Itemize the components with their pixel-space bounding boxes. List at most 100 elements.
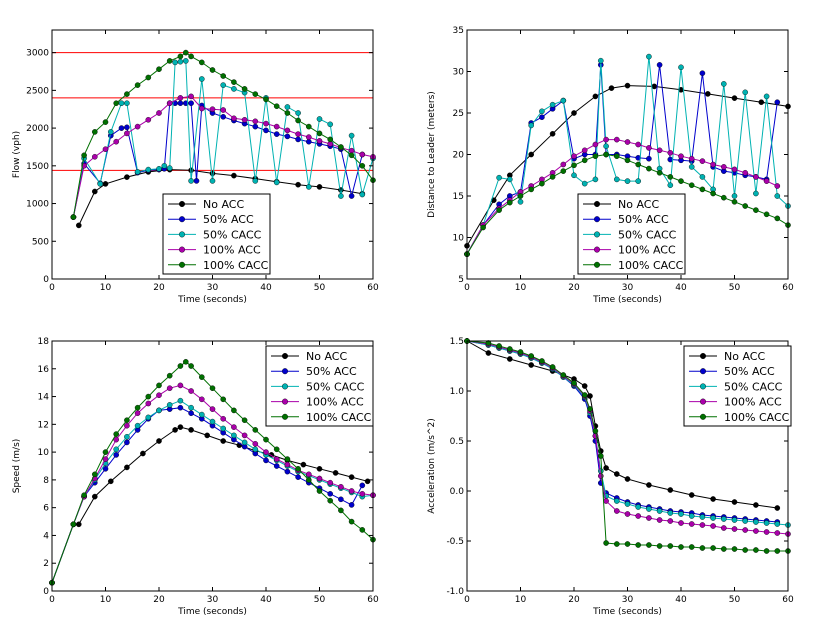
data-point [571, 110, 577, 116]
data-point [124, 439, 130, 446]
data-point [102, 119, 109, 125]
data-point [348, 132, 355, 139]
data-point [113, 446, 119, 453]
data-point [528, 353, 535, 359]
x-tick-label: 50 [314, 283, 326, 293]
data-point [603, 540, 609, 546]
series-line [466, 340, 778, 509]
data-point [742, 527, 749, 533]
data-point [635, 161, 642, 168]
data-point [209, 406, 216, 412]
data-point [742, 89, 749, 96]
data-point [763, 520, 770, 526]
data-point [252, 440, 259, 447]
data-point [327, 121, 334, 128]
data-point [295, 465, 301, 472]
data-point [753, 207, 759, 213]
data-point [624, 501, 631, 507]
data-point [305, 477, 312, 483]
data-point [763, 93, 770, 100]
data-point [92, 129, 98, 135]
data-point [156, 110, 162, 116]
data-point [774, 99, 781, 105]
data-point [204, 432, 210, 439]
x-tick-label: 20 [568, 595, 580, 605]
data-point [108, 478, 114, 485]
legend: No ACC 50% ACC 50% CACC 100% ACC 100% CACC [577, 193, 686, 275]
data-point [316, 465, 323, 472]
x-tick-label: 10 [100, 595, 112, 605]
data-point [705, 91, 711, 97]
legend-label: 100% ACC [724, 396, 782, 409]
data-point [592, 93, 599, 100]
data-point [177, 382, 184, 389]
data-point [364, 478, 371, 485]
y-tick-label: 18 [38, 337, 50, 347]
data-point [742, 203, 749, 209]
y-tick-label: -0.5 [446, 537, 464, 547]
data-point [539, 108, 545, 115]
data-point [581, 383, 588, 389]
data-point [327, 479, 334, 486]
data-point [252, 446, 259, 453]
data-point [614, 498, 620, 504]
data-point [241, 117, 248, 123]
data-point [678, 153, 684, 159]
data-point [166, 385, 173, 392]
data-point [263, 436, 269, 443]
legend-label: 50% ACC [724, 365, 775, 378]
chart-panel-2: 0 10 20 30 40 50 60 5 10 15 20 25 30 35 Time (seconds)… [427, 26, 794, 305]
data-point [348, 152, 355, 159]
y-axis-label: Speed (m/s) [12, 439, 22, 494]
data-point [763, 178, 770, 184]
data-point [635, 513, 642, 519]
data-point [646, 53, 652, 60]
data-point [188, 388, 194, 394]
data-point [485, 350, 492, 356]
data-point [273, 103, 280, 109]
data-point [97, 181, 103, 187]
data-point [710, 496, 716, 502]
data-point [646, 506, 652, 512]
data-point [359, 162, 366, 169]
data-point [327, 490, 334, 497]
x-tick-label: 60 [782, 595, 794, 605]
legend-swatch-marker [178, 261, 185, 268]
y-tick-label: 10 [38, 448, 50, 458]
data-point [166, 402, 173, 408]
data-point [742, 169, 749, 176]
data-point [603, 498, 609, 504]
data-point [614, 153, 620, 159]
data-point [156, 165, 162, 172]
data-point [678, 544, 684, 550]
data-point [528, 362, 535, 368]
data-point [624, 511, 631, 517]
data-point [710, 545, 716, 551]
data-point [198, 396, 205, 403]
data-point [549, 101, 556, 108]
data-point [549, 130, 556, 137]
data-point [731, 166, 738, 173]
legend-label: 100% CACC [203, 259, 269, 272]
data-point [678, 64, 684, 71]
data-point [774, 521, 781, 527]
data-point [124, 124, 130, 131]
data-point [108, 129, 114, 135]
x-axis-label: Time (seconds) [592, 607, 662, 617]
data-point [731, 499, 738, 505]
data-point [710, 523, 716, 529]
data-point [295, 110, 301, 116]
data-point [124, 422, 130, 429]
data-point [177, 397, 184, 404]
legend-label: 100% CACC [306, 411, 372, 424]
chart-panel-1: 0 10 20 30 40 50 60 0 500 1000 1500 2000 2500 3000 Tim… [12, 29, 379, 305]
data-point [102, 146, 109, 152]
data-point [220, 73, 226, 79]
data-point [688, 544, 695, 550]
data-point [156, 66, 162, 72]
x-tick-label: 10 [515, 595, 527, 605]
legend-swatch-marker [700, 353, 707, 360]
data-point [753, 547, 759, 553]
data-point [102, 181, 109, 187]
